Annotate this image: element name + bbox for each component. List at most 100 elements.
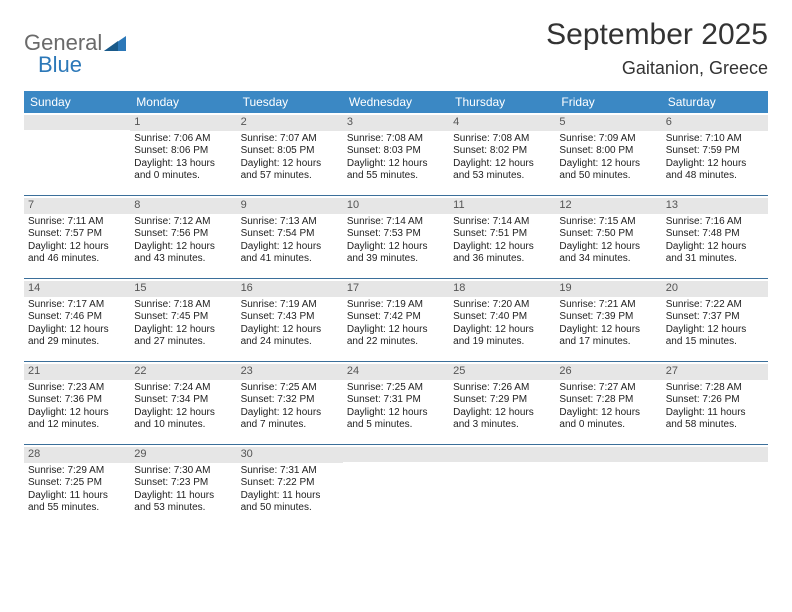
calendar-cell: 18Sunrise: 7:20 AMSunset: 7:40 PMDayligh… xyxy=(449,279,555,361)
daylight-text: Daylight: 12 hours and 7 minutes. xyxy=(241,407,339,432)
sunrise-text: Sunrise: 7:27 AM xyxy=(559,382,657,395)
sunrise-text: Sunrise: 7:31 AM xyxy=(241,465,339,478)
sunrise-text: Sunrise: 7:23 AM xyxy=(28,382,126,395)
sunrise-text: Sunrise: 7:25 AM xyxy=(347,382,445,395)
daylight-text: Daylight: 12 hours and 3 minutes. xyxy=(453,407,551,432)
sunrise-text: Sunrise: 7:07 AM xyxy=(241,133,339,146)
sunset-text: Sunset: 7:54 PM xyxy=(241,228,339,241)
daylight-text: Daylight: 12 hours and 10 minutes. xyxy=(134,407,232,432)
location: Gaitanion, Greece xyxy=(546,58,768,79)
calendar-cell: 1Sunrise: 7:06 AMSunset: 8:06 PMDaylight… xyxy=(130,113,236,195)
title-block: September 2025 Gaitanion, Greece xyxy=(546,18,768,79)
day-number: 22 xyxy=(130,364,236,380)
day-number: 21 xyxy=(24,364,130,380)
daylight-text: Daylight: 12 hours and 31 minutes. xyxy=(666,241,764,266)
calendar-grid: Sunday Monday Tuesday Wednesday Thursday… xyxy=(24,91,768,527)
daylight-text: Daylight: 12 hours and 15 minutes. xyxy=(666,324,764,349)
sunset-text: Sunset: 7:42 PM xyxy=(347,311,445,324)
daylight-text: Daylight: 12 hours and 5 minutes. xyxy=(347,407,445,432)
sunrise-text: Sunrise: 7:13 AM xyxy=(241,216,339,229)
sunset-text: Sunset: 7:48 PM xyxy=(666,228,764,241)
sunrise-text: Sunrise: 7:20 AM xyxy=(453,299,551,312)
calendar-cell: 30Sunrise: 7:31 AMSunset: 7:22 PMDayligh… xyxy=(237,445,343,527)
day-number: 14 xyxy=(24,281,130,297)
logo-triangle-icon xyxy=(104,36,126,51)
calendar-cell: 6Sunrise: 7:10 AMSunset: 7:59 PMDaylight… xyxy=(662,113,768,195)
daylight-text: Daylight: 12 hours and 55 minutes. xyxy=(347,158,445,183)
sunset-text: Sunset: 7:28 PM xyxy=(559,394,657,407)
sunset-text: Sunset: 7:43 PM xyxy=(241,311,339,324)
sunrise-text: Sunrise: 7:22 AM xyxy=(666,299,764,312)
daylight-text: Daylight: 12 hours and 29 minutes. xyxy=(28,324,126,349)
daylight-text: Daylight: 12 hours and 17 minutes. xyxy=(559,324,657,349)
calendar-cell: 3Sunrise: 7:08 AMSunset: 8:03 PMDaylight… xyxy=(343,113,449,195)
calendar-cell: 11Sunrise: 7:14 AMSunset: 7:51 PMDayligh… xyxy=(449,196,555,278)
day-number: 26 xyxy=(555,364,661,380)
sunrise-text: Sunrise: 7:11 AM xyxy=(28,216,126,229)
daylight-text: Daylight: 11 hours and 58 minutes. xyxy=(666,407,764,432)
sunrise-text: Sunrise: 7:16 AM xyxy=(666,216,764,229)
calendar-cell: 27Sunrise: 7:28 AMSunset: 7:26 PMDayligh… xyxy=(662,362,768,444)
day-number: 7 xyxy=(24,198,130,214)
day-header: Wednesday xyxy=(343,91,449,113)
day-number: 6 xyxy=(662,115,768,131)
sunrise-text: Sunrise: 7:10 AM xyxy=(666,133,764,146)
day-header: Monday xyxy=(130,91,236,113)
sunrise-text: Sunrise: 7:29 AM xyxy=(28,465,126,478)
week-row: 21Sunrise: 7:23 AMSunset: 7:36 PMDayligh… xyxy=(24,362,768,445)
sunset-text: Sunset: 8:02 PM xyxy=(453,145,551,158)
sunset-text: Sunset: 8:00 PM xyxy=(559,145,657,158)
calendar-cell: 23Sunrise: 7:25 AMSunset: 7:32 PMDayligh… xyxy=(237,362,343,444)
day-number xyxy=(555,447,661,462)
day-number xyxy=(24,115,130,130)
sunset-text: Sunset: 7:57 PM xyxy=(28,228,126,241)
day-number xyxy=(662,447,768,462)
sunrise-text: Sunrise: 7:09 AM xyxy=(559,133,657,146)
day-header: Thursday xyxy=(449,91,555,113)
sunrise-text: Sunrise: 7:14 AM xyxy=(347,216,445,229)
sunrise-text: Sunrise: 7:08 AM xyxy=(347,133,445,146)
logo: General Blue xyxy=(24,30,126,78)
calendar-cell: 21Sunrise: 7:23 AMSunset: 7:36 PMDayligh… xyxy=(24,362,130,444)
sunrise-text: Sunrise: 7:19 AM xyxy=(347,299,445,312)
week-row: 1 Sunrise: 7:06 AMSunset: 8:06 PM Daylight… xyxy=(24,113,768,196)
day-number: 29 xyxy=(130,447,236,463)
calendar-cell: 26 Sunrise: 7:27 AMSunset: 7:28 PMDayligh… xyxy=(555,362,661,444)
sunset-text: Sunset: 7:34 PM xyxy=(134,394,232,407)
sunset-text: Sunset: 7:53 PM xyxy=(347,228,445,241)
calendar-cell: 10Sunrise: 7:14 AMSunset: 7:53 PMDayligh… xyxy=(343,196,449,278)
calendar-cell: 13 Sunrise: 7:16 AMSunset: 7:48 PMDayligh… xyxy=(662,196,768,278)
day-number: 9 xyxy=(237,198,343,214)
daylight-text: Daylight: 12 hours and 0 minutes. xyxy=(559,407,657,432)
sunset-text: Sunset: 7:22 PM xyxy=(241,477,339,490)
calendar-cell: 22 Sunrise: 7:24 AMSunset: 7:34 PMDayligh… xyxy=(130,362,236,444)
sunrise-text: Sunrise: 7:06 AM xyxy=(134,133,232,146)
calendar-cell: 20Sunrise: 7:22 AMSunset: 7:37 PMDayligh… xyxy=(662,279,768,361)
sunrise-text: Sunrise: 7:08 AM xyxy=(453,133,551,146)
sunrise-text: Sunrise: 7:17 AM xyxy=(28,299,126,312)
week-row: 28Sunrise: 7:29 AMSunset: 7:25 PMDayligh… xyxy=(24,445,768,527)
day-header: Sunday xyxy=(24,91,130,113)
day-number: 12 xyxy=(555,198,661,214)
daylight-text: Daylight: 12 hours and 12 minutes. xyxy=(28,407,126,432)
day-number: 1 xyxy=(130,115,236,131)
day-number: 13 xyxy=(662,198,768,214)
day-number: 27 xyxy=(662,364,768,380)
sunset-text: Sunset: 7:51 PM xyxy=(453,228,551,241)
sunrise-text: Sunrise: 7:14 AM xyxy=(453,216,551,229)
day-number: 11 xyxy=(449,198,555,214)
day-number: 18 xyxy=(449,281,555,297)
daylight-text: Daylight: 12 hours and 39 minutes. xyxy=(347,241,445,266)
daylight-text: Daylight: 12 hours and 53 minutes. xyxy=(453,158,551,183)
sunset-text: Sunset: 7:25 PM xyxy=(28,477,126,490)
day-header: Saturday xyxy=(662,91,768,113)
sunset-text: Sunset: 7:23 PM xyxy=(134,477,232,490)
calendar-cell: 8Sunrise: 7:12 AMSunset: 7:56 PMDaylight… xyxy=(130,196,236,278)
day-number: 30 xyxy=(237,447,343,463)
daylight-text: Daylight: 12 hours and 24 minutes. xyxy=(241,324,339,349)
day-number xyxy=(449,447,555,462)
sunset-text: Sunset: 7:45 PM xyxy=(134,311,232,324)
sunset-text: Sunset: 8:06 PM xyxy=(134,145,232,158)
sunrise-text: Sunrise: 7:24 AM xyxy=(134,382,232,395)
calendar-cell xyxy=(555,445,661,527)
